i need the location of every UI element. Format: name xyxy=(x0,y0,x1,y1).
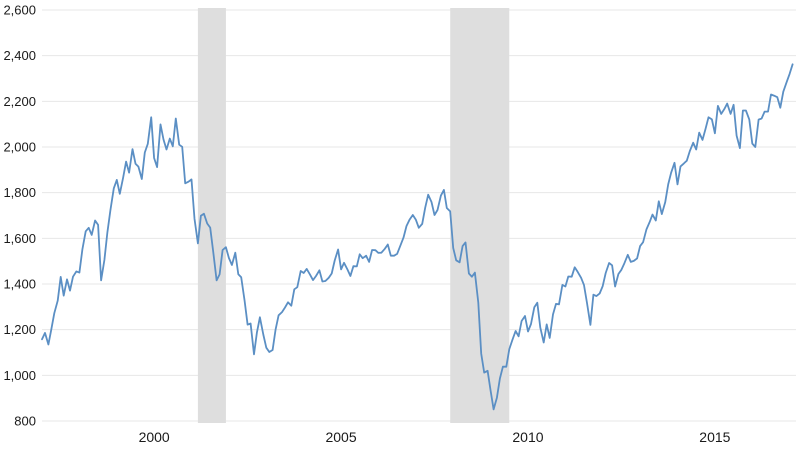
y-axis-label: 1,600 xyxy=(3,231,36,246)
y-axis-label: 1,400 xyxy=(3,277,36,292)
x-axis-label: 2005 xyxy=(325,429,356,445)
x-axis-label: 2000 xyxy=(139,429,170,445)
x-axis-label: 2015 xyxy=(699,429,730,445)
x-axis-label: 2010 xyxy=(512,429,543,445)
recession-band xyxy=(450,8,510,423)
y-axis-label: 1,200 xyxy=(3,322,36,337)
y-axis-label: 2,600 xyxy=(3,3,36,18)
y-axis-label: 1,000 xyxy=(3,368,36,383)
y-axis-label: 2,400 xyxy=(3,48,36,63)
y-axis-label: 2,200 xyxy=(3,94,36,109)
y-axis-label: 1,800 xyxy=(3,185,36,200)
y-axis-label: 800 xyxy=(14,414,36,429)
y-axis-label: 2,000 xyxy=(3,140,36,155)
price-line xyxy=(41,63,794,411)
